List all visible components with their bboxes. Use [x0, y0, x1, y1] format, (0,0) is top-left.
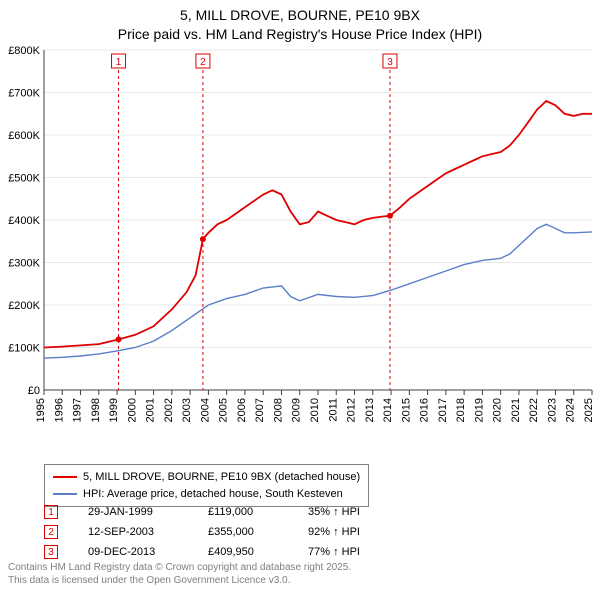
- svg-text:2004: 2004: [199, 398, 211, 422]
- title-address: 5, MILL DROVE, BOURNE, PE10 9BX: [0, 6, 600, 25]
- svg-text:2012: 2012: [346, 398, 358, 422]
- svg-text:2016: 2016: [419, 398, 431, 422]
- sale-hpi: 35% ↑ HPI: [308, 506, 398, 518]
- svg-text:£500K: £500K: [8, 173, 40, 185]
- legend: 5, MILL DROVE, BOURNE, PE10 9BX (detache…: [44, 464, 369, 507]
- sale-date: 09-DEC-2013: [88, 546, 178, 558]
- sale-price: £355,000: [208, 526, 278, 538]
- legend-swatch: [53, 493, 77, 495]
- svg-text:2024: 2024: [565, 398, 577, 422]
- legend-label: 5, MILL DROVE, BOURNE, PE10 9BX (detache…: [83, 469, 360, 486]
- svg-text:2001: 2001: [145, 398, 157, 422]
- chart-area: £0 £100K £200K £300K £400K £500K £600K £700K £80…: [0, 48, 596, 428]
- footer: Contains HM Land Registry data © Crown c…: [8, 561, 351, 587]
- svg-text:2018: 2018: [455, 398, 467, 422]
- sale-hpi: 77% ↑ HPI: [308, 546, 398, 558]
- svg-text:2023: 2023: [546, 398, 558, 422]
- svg-text:2020: 2020: [492, 398, 504, 422]
- svg-text:£300K: £300K: [8, 258, 40, 270]
- footer-line1: Contains HM Land Registry data © Crown c…: [8, 561, 351, 574]
- svg-text:£800K: £800K: [8, 45, 40, 57]
- sale-marker-num: 1: [44, 505, 58, 519]
- svg-text:2014: 2014: [382, 398, 394, 422]
- sales-row: 1 29-JAN-1999 £119,000 35% ↑ HPI: [44, 502, 398, 522]
- svg-text:2002: 2002: [163, 398, 175, 422]
- svg-text:2: 2: [200, 57, 206, 68]
- svg-text:£700K: £700K: [8, 88, 40, 100]
- svg-text:1996: 1996: [53, 398, 65, 422]
- svg-text:2015: 2015: [400, 398, 412, 422]
- svg-text:£0: £0: [28, 385, 40, 397]
- svg-text:1997: 1997: [72, 398, 84, 422]
- sale-price: £409,950: [208, 546, 278, 558]
- svg-text:2022: 2022: [528, 398, 540, 422]
- svg-text:2019: 2019: [473, 398, 485, 422]
- svg-text:2005: 2005: [218, 398, 230, 422]
- svg-text:2008: 2008: [272, 398, 284, 422]
- sale-price: £119,000: [208, 506, 278, 518]
- svg-text:2009: 2009: [291, 398, 303, 422]
- sale-hpi: 92% ↑ HPI: [308, 526, 398, 538]
- svg-text:£400K: £400K: [8, 215, 40, 227]
- svg-text:2017: 2017: [437, 398, 449, 422]
- sale-date: 29-JAN-1999: [88, 506, 178, 518]
- sale-date: 12-SEP-2003: [88, 526, 178, 538]
- sales-row: 2 12-SEP-2003 £355,000 92% ↑ HPI: [44, 522, 398, 542]
- sale-marker-num: 3: [44, 545, 58, 559]
- legend-swatch: [53, 476, 77, 478]
- svg-text:2003: 2003: [181, 398, 193, 422]
- svg-text:1998: 1998: [90, 398, 102, 422]
- svg-text:£200K: £200K: [8, 300, 40, 312]
- sales-table: 1 29-JAN-1999 £119,000 35% ↑ HPI 2 12-SE…: [44, 502, 398, 562]
- svg-text:2006: 2006: [236, 398, 248, 422]
- svg-text:2021: 2021: [510, 398, 522, 422]
- svg-text:2000: 2000: [126, 398, 138, 422]
- legend-item: HPI: Average price, detached house, Sout…: [53, 486, 360, 503]
- svg-text:2010: 2010: [309, 398, 321, 422]
- svg-text:1995: 1995: [35, 398, 47, 422]
- svg-text:2025: 2025: [583, 398, 595, 422]
- svg-text:£600K: £600K: [8, 130, 40, 142]
- chart-svg: £0 £100K £200K £300K £400K £500K £600K £700K £80…: [0, 48, 596, 430]
- svg-text:2013: 2013: [364, 398, 376, 422]
- legend-item: 5, MILL DROVE, BOURNE, PE10 9BX (detache…: [53, 469, 360, 486]
- title-block: 5, MILL DROVE, BOURNE, PE10 9BX Price pa…: [0, 0, 600, 44]
- footer-line2: This data is licensed under the Open Gov…: [8, 574, 351, 587]
- sale-marker-num: 2: [44, 525, 58, 539]
- sales-row: 3 09-DEC-2013 £409,950 77% ↑ HPI: [44, 542, 398, 562]
- title-subtitle: Price paid vs. HM Land Registry's House …: [0, 25, 600, 44]
- svg-text:1: 1: [116, 57, 122, 68]
- svg-text:3: 3: [387, 57, 393, 68]
- legend-label: HPI: Average price, detached house, Sout…: [83, 486, 343, 503]
- svg-text:2007: 2007: [254, 398, 266, 422]
- svg-text:2011: 2011: [327, 398, 339, 422]
- svg-text:£100K: £100K: [8, 343, 40, 355]
- chart-container: 5, MILL DROVE, BOURNE, PE10 9BX Price pa…: [0, 0, 600, 590]
- svg-text:1999: 1999: [108, 398, 120, 422]
